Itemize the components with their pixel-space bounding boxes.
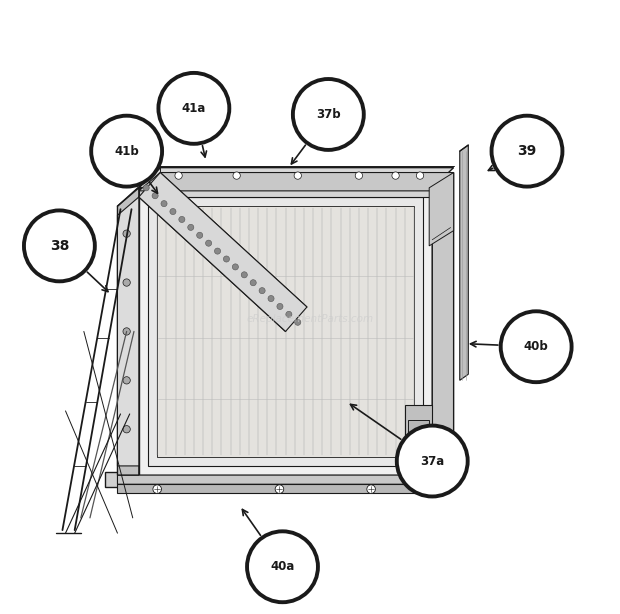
Polygon shape bbox=[139, 173, 454, 191]
Circle shape bbox=[143, 185, 149, 191]
Circle shape bbox=[223, 256, 229, 262]
Circle shape bbox=[152, 193, 158, 199]
Text: 40b: 40b bbox=[524, 340, 549, 353]
Text: 38: 38 bbox=[50, 239, 69, 253]
Text: eReplacementParts.com: eReplacementParts.com bbox=[246, 314, 374, 324]
Circle shape bbox=[206, 240, 211, 246]
Circle shape bbox=[367, 485, 375, 494]
Polygon shape bbox=[157, 206, 414, 457]
Circle shape bbox=[197, 232, 203, 238]
Circle shape bbox=[24, 211, 95, 281]
Polygon shape bbox=[148, 197, 423, 466]
Circle shape bbox=[215, 248, 221, 254]
Circle shape bbox=[277, 303, 283, 309]
Polygon shape bbox=[117, 197, 139, 466]
Circle shape bbox=[247, 531, 318, 602]
Polygon shape bbox=[117, 484, 448, 494]
Circle shape bbox=[123, 426, 130, 433]
Circle shape bbox=[123, 279, 130, 286]
Text: 37a: 37a bbox=[420, 454, 445, 467]
Text: 41a: 41a bbox=[182, 102, 206, 115]
Circle shape bbox=[175, 172, 182, 179]
Circle shape bbox=[233, 172, 241, 179]
Circle shape bbox=[492, 115, 562, 187]
Polygon shape bbox=[117, 475, 454, 484]
Circle shape bbox=[268, 295, 274, 301]
Circle shape bbox=[91, 115, 162, 187]
Circle shape bbox=[250, 279, 256, 286]
Circle shape bbox=[170, 209, 176, 215]
Polygon shape bbox=[405, 405, 432, 475]
Circle shape bbox=[286, 311, 292, 317]
Circle shape bbox=[241, 272, 247, 278]
Circle shape bbox=[355, 172, 363, 179]
Polygon shape bbox=[429, 173, 454, 246]
Polygon shape bbox=[460, 145, 468, 380]
Circle shape bbox=[397, 426, 467, 497]
Circle shape bbox=[179, 216, 185, 222]
Circle shape bbox=[161, 201, 167, 207]
Polygon shape bbox=[432, 173, 454, 475]
Polygon shape bbox=[408, 420, 429, 451]
Circle shape bbox=[392, 172, 399, 179]
Text: 41b: 41b bbox=[114, 145, 139, 158]
Circle shape bbox=[123, 230, 130, 238]
Circle shape bbox=[188, 224, 194, 230]
Polygon shape bbox=[139, 173, 307, 332]
Circle shape bbox=[275, 485, 284, 494]
Polygon shape bbox=[139, 188, 432, 197]
Circle shape bbox=[123, 376, 130, 384]
Circle shape bbox=[416, 485, 424, 494]
Polygon shape bbox=[139, 188, 432, 475]
Circle shape bbox=[293, 79, 364, 150]
Text: 39: 39 bbox=[517, 144, 536, 158]
Polygon shape bbox=[139, 168, 454, 188]
Circle shape bbox=[159, 73, 229, 144]
Text: 40a: 40a bbox=[270, 560, 294, 573]
Text: 37b: 37b bbox=[316, 108, 340, 121]
Circle shape bbox=[259, 287, 265, 293]
Circle shape bbox=[153, 485, 161, 494]
Polygon shape bbox=[105, 472, 448, 488]
Circle shape bbox=[294, 319, 301, 325]
Circle shape bbox=[294, 172, 301, 179]
Circle shape bbox=[417, 172, 423, 179]
Circle shape bbox=[123, 328, 130, 335]
Polygon shape bbox=[117, 188, 139, 475]
Circle shape bbox=[232, 264, 239, 270]
Circle shape bbox=[501, 311, 572, 382]
